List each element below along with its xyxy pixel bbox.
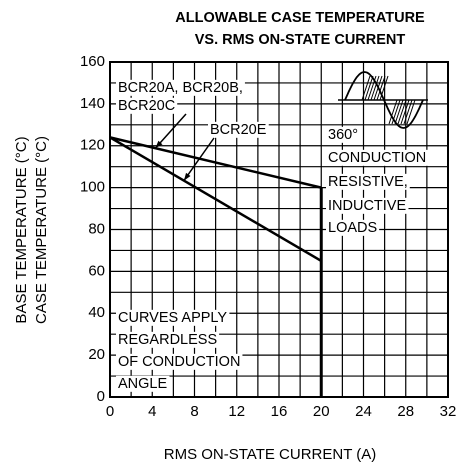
- annotation: BCR20A, BCR20B,: [118, 80, 243, 96]
- leader-line: [154, 113, 187, 149]
- annotation-background: [326, 126, 360, 143]
- series-line: [109, 136, 322, 189]
- x-tick-label: 20: [313, 403, 330, 420]
- leader-arrow: [155, 140, 163, 149]
- annotation-background: [116, 331, 220, 348]
- annotation: RESISTIVE,: [328, 174, 408, 190]
- icon-hatch: [370, 75, 380, 101]
- icon-hatch: [397, 99, 407, 125]
- icon-hatch: [391, 99, 401, 125]
- annotation: CONDUCTION: [328, 150, 426, 166]
- x-tick-label: 12: [228, 403, 245, 420]
- icon-hatch: [361, 75, 371, 101]
- annotation-background: [326, 173, 410, 190]
- annotation: OF CONDUCTION: [118, 354, 240, 370]
- annotation-background: [116, 309, 230, 326]
- annotation-background: [116, 79, 245, 96]
- y-tick-label: 80: [88, 220, 105, 237]
- leader-line: [183, 137, 215, 182]
- chart-title: ALLOWABLE CASE TEMPERATURE: [175, 10, 425, 26]
- annotation-background: [326, 149, 429, 166]
- x-tick-label: 28: [397, 403, 414, 420]
- plot-frame: [109, 61, 449, 398]
- icon-hatch: [379, 75, 389, 101]
- annotation-background: [116, 97, 178, 114]
- icon-hatch: [364, 75, 374, 101]
- x-tick-label: 32: [440, 403, 457, 420]
- annotation-background: [208, 121, 269, 138]
- series-line: [109, 136, 322, 262]
- icon-hatch: [403, 99, 413, 125]
- x-axis-label: RMS ON-STATE CURRENT (A): [164, 446, 377, 463]
- icon-hatch: [373, 75, 383, 101]
- y-tick-label: 100: [80, 179, 105, 196]
- icon-hatch: [406, 99, 416, 125]
- icon-hatch: [400, 99, 410, 125]
- y-tick-label: 120: [80, 137, 105, 154]
- annotation-background: [326, 219, 380, 236]
- y-tick-label: 160: [80, 53, 105, 70]
- annotation: INDUCTIVE: [328, 198, 406, 214]
- annotation: CURVES APPLY: [118, 310, 227, 326]
- x-tick-label: 4: [148, 403, 156, 420]
- leader-arrow: [183, 172, 191, 181]
- annotation-background: [116, 375, 170, 392]
- annotation-background: [326, 197, 409, 214]
- annotation: 360°: [328, 127, 358, 143]
- annotation: LOADS: [328, 220, 377, 236]
- x-tick-label: 16: [271, 403, 288, 420]
- x-tick-label: 24: [355, 403, 372, 420]
- annotation: BCR20C: [118, 98, 175, 114]
- y-tick-label: 140: [80, 95, 105, 112]
- icon-hatch: [367, 75, 377, 101]
- annotation: BCR20E: [210, 122, 267, 138]
- y-tick-label: 60: [88, 262, 105, 279]
- annotation-background: [116, 353, 243, 370]
- icon-hatch: [394, 99, 404, 125]
- icon-hatch: [376, 75, 386, 101]
- annotation: REGARDLESS: [118, 332, 217, 348]
- x-tick-label: 0: [106, 403, 114, 420]
- icon-hatch: [388, 99, 398, 125]
- icon-wave: [344, 71, 424, 129]
- waveform-icon: [338, 71, 428, 129]
- y-tick-label: 20: [88, 346, 105, 363]
- y-axis-label: BASE TEMPERATURE (°C): [13, 136, 30, 323]
- y-axis-label: CASE TEMPERATURE (°C): [33, 136, 50, 324]
- y-tick-label: 0: [97, 388, 105, 405]
- y-tick-label: 40: [88, 304, 105, 321]
- annotation: ANGLE: [118, 376, 167, 392]
- x-tick-label: 8: [190, 403, 198, 420]
- chart-title: VS. RMS ON-STATE CURRENT: [195, 32, 406, 48]
